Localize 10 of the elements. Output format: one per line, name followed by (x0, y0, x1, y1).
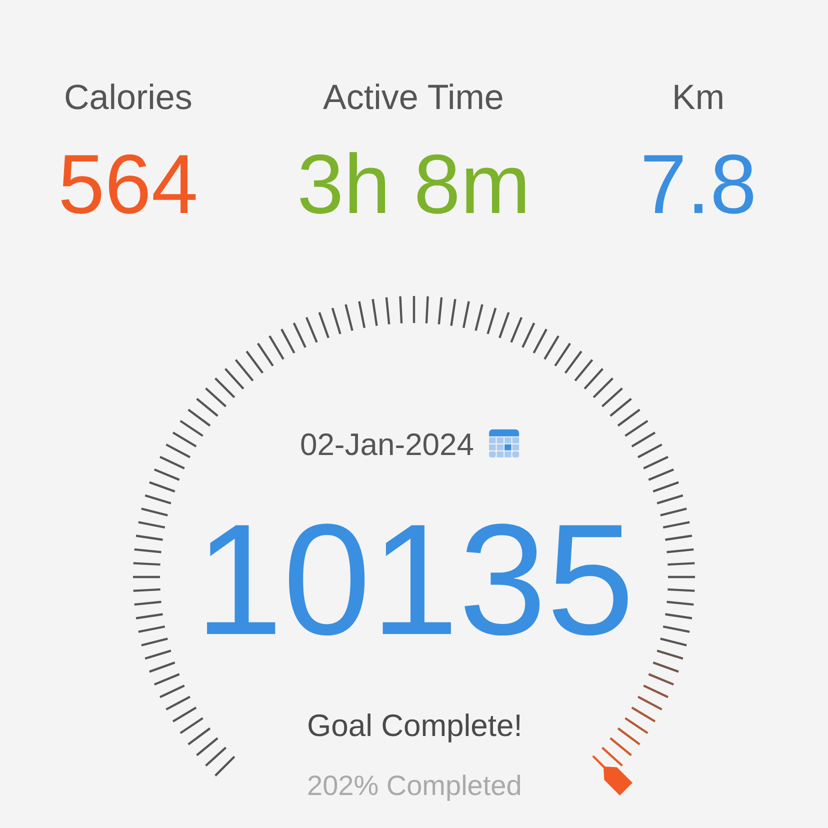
data-label: 564 (58, 137, 198, 231)
text: 10135 (195, 492, 634, 668)
text: 02-Jan-2024 (300, 426, 474, 462)
data-label: 3h 8m (297, 137, 530, 231)
text: 202% Completed (307, 770, 522, 801)
data-label: 7.8 (640, 137, 757, 231)
category-label: Active Time (323, 78, 504, 117)
text: Goal Complete! (307, 708, 522, 743)
category-label: Km (672, 78, 724, 117)
category-label: Calories (64, 78, 192, 117)
